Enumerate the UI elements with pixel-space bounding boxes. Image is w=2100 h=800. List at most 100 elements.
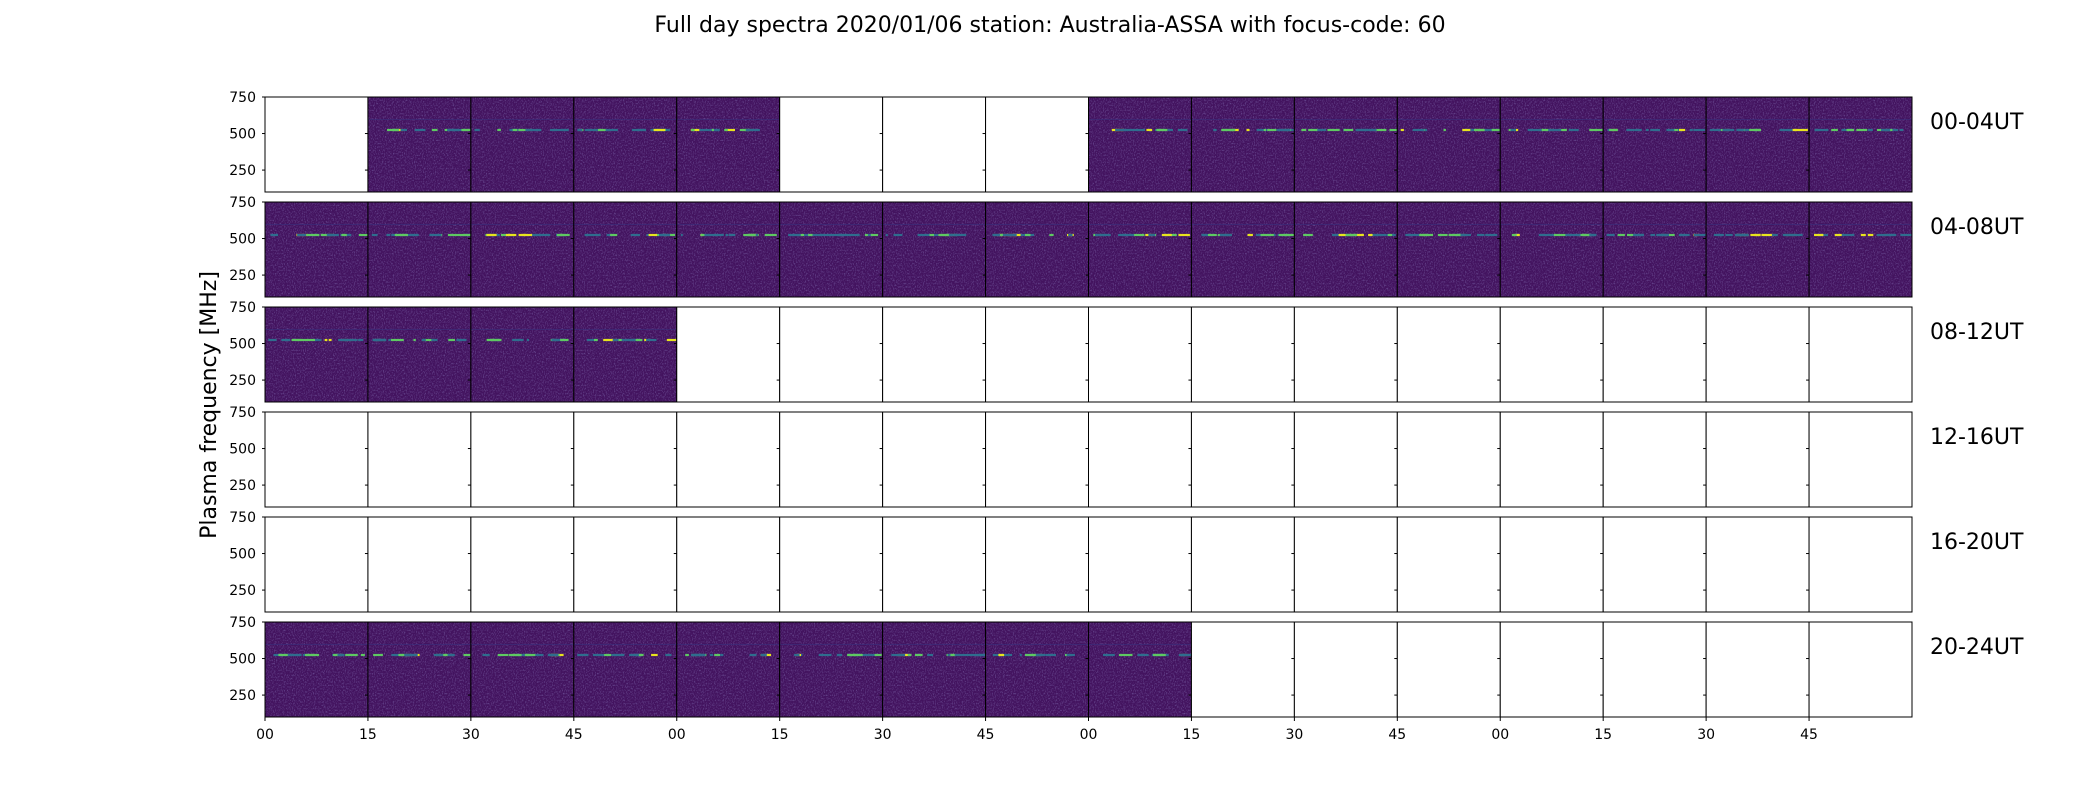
signal-mark xyxy=(525,128,533,132)
panel-background xyxy=(985,307,1089,402)
signal-mark xyxy=(1842,233,1845,237)
secondary-band xyxy=(1809,223,1912,225)
signal-mark xyxy=(605,128,618,132)
spectrogram-panel xyxy=(879,621,989,718)
spectrogram-panel xyxy=(1394,201,1501,298)
secondary-band xyxy=(573,223,677,225)
x-tick-label: 45 xyxy=(1800,727,1818,743)
signal-mark xyxy=(1007,233,1017,237)
panel-background xyxy=(1191,307,1295,402)
signal-mark xyxy=(864,233,869,237)
signal-mark xyxy=(635,338,643,342)
signal-mark xyxy=(358,338,364,342)
spectrogram-panel xyxy=(1188,96,1298,193)
panel-noise xyxy=(470,622,574,717)
signal-mark xyxy=(1558,128,1567,132)
panel-noise xyxy=(265,307,368,402)
signal-mark xyxy=(1138,653,1149,657)
signal-mark xyxy=(613,338,617,342)
panel-frame xyxy=(1808,306,1913,403)
spectrogram-panel xyxy=(364,96,474,193)
signal-mark xyxy=(1656,233,1669,237)
empty-panel xyxy=(776,306,884,403)
spectrogram-panel xyxy=(776,201,884,298)
empty-panel xyxy=(467,516,575,613)
panel-background xyxy=(985,412,1089,507)
signal-mark xyxy=(343,233,347,237)
signal-mark xyxy=(1787,128,1793,132)
panel-background xyxy=(985,517,1089,612)
signal-mark xyxy=(646,233,650,237)
signal-mark xyxy=(512,338,520,342)
signal-mark xyxy=(1213,128,1217,132)
y-tick-label: 500 xyxy=(229,442,256,458)
panel-noise xyxy=(676,202,780,297)
signal-mark xyxy=(1814,233,1824,237)
signal-mark xyxy=(1606,233,1615,237)
signal-mark xyxy=(400,128,407,132)
x-tick-label: 00 xyxy=(1491,727,1509,743)
panel-noise xyxy=(779,622,883,717)
spectrogram-panel xyxy=(1806,201,1913,298)
signal-mark xyxy=(743,233,755,237)
panel-noise xyxy=(1603,97,1707,192)
signal-mark xyxy=(754,128,760,132)
panel-background xyxy=(1397,622,1501,717)
signal-mark xyxy=(1794,128,1808,132)
signal-mark xyxy=(1286,128,1298,132)
panel-frame xyxy=(1808,201,1913,298)
signal-mark xyxy=(1118,233,1124,237)
empty-panel xyxy=(1497,621,1604,718)
signal-mark xyxy=(1761,233,1775,237)
signal-mark xyxy=(447,653,455,657)
signal-mark xyxy=(1815,128,1829,132)
signal-mark xyxy=(1068,233,1073,237)
signal-mark xyxy=(1422,128,1427,132)
signal-mark xyxy=(1856,128,1868,132)
signal-mark xyxy=(1374,128,1387,132)
y-tick-label: 500 xyxy=(229,337,256,353)
panel-background xyxy=(1088,307,1192,402)
empty-panel xyxy=(262,516,369,613)
signal-mark xyxy=(1486,128,1494,132)
panel-background xyxy=(1088,412,1192,507)
signal-mark xyxy=(1485,233,1498,237)
panel-frame xyxy=(1808,621,1913,718)
signal-mark xyxy=(458,338,462,342)
empty-panel xyxy=(1394,306,1501,403)
panel-background xyxy=(1500,307,1604,402)
spectrogram-panel xyxy=(1291,201,1398,298)
spectrogram-panel xyxy=(1703,201,1810,298)
spectrogram-panel xyxy=(673,201,781,298)
signal-mark xyxy=(1678,233,1686,237)
panel-background xyxy=(1294,412,1398,507)
signal-mark xyxy=(917,233,930,237)
y-tick-label: 750 xyxy=(229,300,256,316)
panel-background xyxy=(882,412,986,507)
signal-mark xyxy=(725,233,728,237)
signal-mark xyxy=(1103,653,1115,657)
signal-mark xyxy=(391,338,404,342)
signal-mark xyxy=(819,233,831,237)
y-axis-label: Plasma frequency [MHz] xyxy=(197,271,222,539)
signal-mark xyxy=(1002,233,1010,237)
signal-mark xyxy=(1900,233,1912,237)
signal-mark xyxy=(338,338,346,342)
signal-mark xyxy=(1831,128,1838,132)
panel-noise xyxy=(573,307,677,402)
empty-panel xyxy=(1600,411,1707,508)
panel-noise xyxy=(367,202,471,297)
signal-mark xyxy=(1565,233,1571,237)
empty-panel xyxy=(982,411,1089,508)
panel-noise xyxy=(1397,97,1501,192)
empty-panel xyxy=(1085,516,1192,613)
signal-mark xyxy=(599,128,607,132)
x-tick-label: 45 xyxy=(565,727,583,743)
signal-mark xyxy=(1201,233,1215,237)
panel-background xyxy=(1603,517,1707,612)
spectrogram-panel xyxy=(467,201,575,298)
empty-panel xyxy=(879,411,987,508)
signal-mark xyxy=(1221,128,1234,132)
panel-noise xyxy=(470,202,574,297)
secondary-band xyxy=(779,223,883,225)
